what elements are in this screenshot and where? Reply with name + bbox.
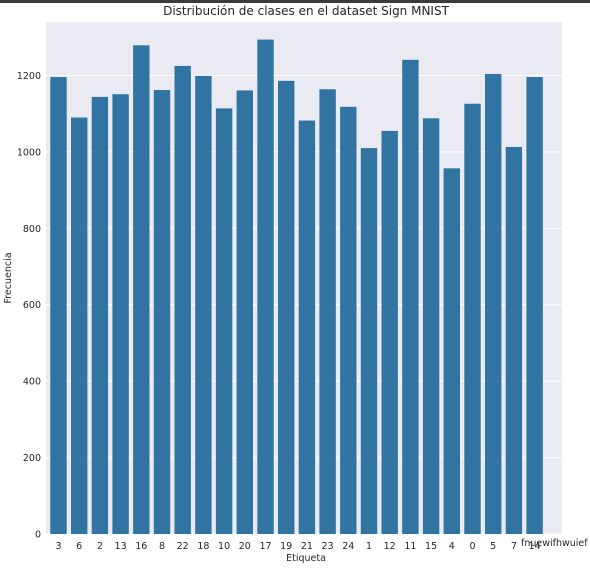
y-tick-label: 400 [23,377,41,388]
x-tick-label: 16 [135,541,147,552]
y-tick-labels: 0 200 400 600 800 1000 1200 [17,71,41,541]
bar-10 [215,108,233,535]
bar-20 [236,90,253,534]
y-tick-label: 200 [23,453,41,464]
annotation-text: fnuewifhwuief [521,538,588,549]
x-tick-labels: 3 6 2 13 16 8 22 18 10 20 17 19 21 23 24 1 12 11 15 4 0 5 7 14 [55,541,540,552]
bar-4 [443,168,460,534]
bar-2 [91,96,109,534]
x-tick-label: 10 [218,541,230,552]
y-tick-label: 0 [35,530,41,541]
x-tick-label: 15 [425,541,437,552]
x-tick-label: 22 [177,541,189,552]
bar-15 [422,118,440,535]
bar-22 [174,65,191,534]
bar-14 [526,77,543,534]
bar-18 [195,75,212,534]
x-tick-label: 14 [529,541,541,552]
x-tick-label: 21 [301,541,313,552]
y-tick-label: 1200 [17,71,41,82]
x-tick-label: 11 [404,541,416,552]
window-top-bar [0,0,590,3]
bar-17 [257,39,274,535]
bar-23 [319,89,336,534]
y-tick-label: 1000 [17,147,41,158]
x-tick-label: 17 [259,541,271,552]
x-tick-label: 19 [280,541,292,552]
x-tick-label: 0 [469,541,475,552]
bar-8 [153,90,171,535]
x-tick-label: 4 [449,541,455,552]
x-tick-label: 24 [342,541,354,552]
x-tick-label: 3 [55,541,61,552]
x-tick-label: 1 [366,541,372,552]
x-tick-label: 23 [322,541,334,552]
bar-24 [340,106,357,534]
bar-19 [278,80,295,534]
chart-title: Distribución de clases en el dataset Sig… [163,4,450,18]
x-tick-label: 18 [197,541,209,552]
bar-13 [112,94,129,534]
bar-3 [50,77,67,534]
bar-12 [381,130,398,535]
x-tick-label: 5 [490,541,496,552]
bar-0 [464,103,481,535]
x-tick-label: 8 [159,541,165,552]
y-tick-label: 800 [23,224,41,235]
bar-6 [71,117,88,534]
bar-11 [402,59,419,534]
x-tick-label: 12 [384,541,396,552]
y-tick-label: 600 [23,300,41,311]
x-tick-label: 7 [511,541,517,552]
bar-21 [298,120,316,534]
x-tick-label: 20 [239,541,251,552]
bar-7 [505,146,523,534]
x-axis-label: Etiqueta [286,553,326,564]
bar-16 [133,45,150,534]
x-tick-label: 6 [76,541,82,552]
x-tick-label: 13 [115,541,127,552]
y-axis-label: Frecuencia [3,252,14,303]
bars [50,39,543,535]
bar-5 [485,73,502,535]
bar-1 [360,148,378,535]
x-tick-label: 2 [97,541,103,552]
